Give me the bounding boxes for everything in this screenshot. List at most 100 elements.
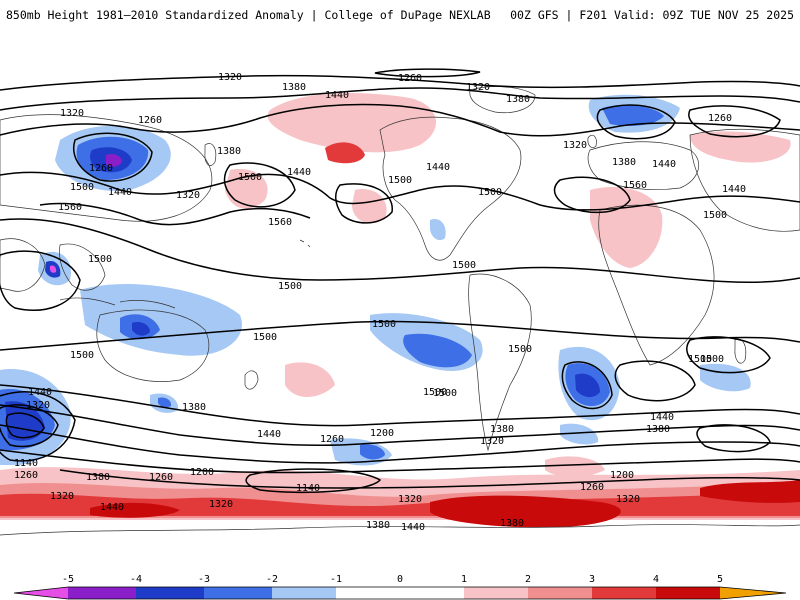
contour-1500-closed-pac2 — [335, 183, 393, 224]
contour-label: 1500 — [372, 319, 396, 330]
contour-1260-arctic — [374, 68, 481, 78]
contour-label: 1320 — [176, 190, 200, 201]
contour-label: 1320 — [60, 108, 84, 119]
colorbar-tick: 2 — [525, 574, 531, 585]
contour-label: 1560 — [268, 217, 292, 228]
coast-indonesia — [59, 297, 176, 309]
contour-1380-north — [0, 87, 800, 111]
pos1-south-pacific — [285, 362, 335, 398]
coast-south-america — [468, 273, 532, 452]
contour-label: 1440 — [257, 429, 281, 440]
contour-1260-closed-sw — [0, 391, 76, 462]
contour-label: 1320 — [466, 82, 490, 93]
colorbar-swatch-zero — [336, 587, 464, 599]
contour-label: 1320 — [480, 436, 504, 447]
pos1-pacific-mid-2 — [352, 189, 387, 224]
contour-label: 1500 — [433, 388, 457, 399]
contour-label: 1140 — [296, 483, 320, 494]
colorbar-swatches — [14, 587, 786, 599]
contour-label: 1500 — [238, 172, 262, 183]
contour-1260-south — [0, 449, 800, 474]
contour-label: 1260 — [320, 434, 344, 445]
height-contours — [0, 68, 800, 494]
contour-label-layer: 1320 1260 1380 1440 1260 1320 1320 1380 … — [14, 72, 746, 533]
contour-label: 1260 — [138, 115, 162, 126]
pos3-alaska — [325, 142, 365, 164]
contour-label: 1260 — [708, 113, 732, 124]
coast-uk — [587, 134, 597, 148]
colorbar-swatch-pos3 — [592, 587, 656, 599]
contour-label: 1260 — [580, 482, 604, 493]
neg1-atlantic-s — [560, 423, 599, 445]
colorbar-tick: -2 — [266, 574, 278, 585]
contour-label: 1200 — [370, 428, 394, 439]
colorbar-tick: 3 — [589, 574, 595, 585]
contour-label: 1500 — [253, 332, 277, 343]
contour-label: 1500 — [388, 175, 412, 186]
contour-label: 1140 — [14, 458, 38, 469]
colorbar-tick: -5 — [62, 574, 74, 585]
contour-label: 1500 — [70, 182, 94, 193]
contour-label: 1320 — [398, 494, 422, 505]
contour-label: 1500 — [423, 387, 447, 398]
contour-label: 1500 — [703, 210, 727, 221]
contour-label: 1500 — [278, 281, 302, 292]
neg2-south-pacific — [403, 333, 472, 368]
contour-label: 1380 — [500, 518, 524, 529]
contour-label: 1380 — [506, 94, 530, 105]
contour-label: 1440 — [426, 162, 450, 173]
contour-1500-closed-ind — [0, 250, 81, 311]
contour-1500-trop — [0, 218, 800, 283]
contour-label: 1440 — [401, 522, 425, 533]
contour-1320-north — [0, 74, 800, 91]
colorbar-tick: 0 — [397, 574, 403, 585]
colorbar-tick: 1 — [461, 574, 467, 585]
pos4-south-blob — [430, 495, 621, 528]
colorbar-tick: -1 — [330, 574, 342, 585]
contour-label: 1440 — [722, 184, 746, 195]
contour-label: 1440 — [325, 90, 349, 101]
pos1-africa — [590, 187, 663, 268]
map-title: 850mb Height 1981–2010 Standardized Anom… — [6, 8, 491, 22]
coast-north-america — [379, 116, 522, 261]
contour-label: 1440 — [108, 187, 132, 198]
colorbar-swatch-pos2 — [528, 587, 592, 599]
contour-label: 1440 — [287, 167, 311, 178]
contour-label: 1500 — [508, 344, 532, 355]
contour-1560-closed-atl — [553, 176, 631, 214]
contour-1320-closed-ne2 — [688, 105, 781, 138]
neg1-gulf — [430, 219, 446, 241]
contour-1140-closed — [245, 468, 382, 494]
coast-japan — [204, 143, 217, 166]
model-valid-time: 00Z GFS | F201 Valid: 09Z TUE NOV 25 202… — [510, 8, 794, 22]
contour-1140-closed-sind — [696, 424, 771, 453]
contour-label: 1500 — [478, 187, 502, 198]
colorbar-tick: -4 — [130, 574, 142, 585]
colorbar-outline — [13, 586, 787, 600]
coast-asia-east — [689, 128, 800, 232]
contour-1320-closed-ne — [596, 104, 676, 140]
colorbar-swatch-neg1 — [272, 587, 336, 599]
contour-label: 1380 — [217, 146, 241, 157]
contour-label: 1200 — [190, 467, 214, 478]
contour-1200-south — [59, 469, 800, 489]
contour-label: 1200 — [610, 470, 634, 481]
contour-label: 1260 — [398, 73, 422, 84]
contour-1380-south — [0, 404, 800, 447]
header: 850mb Height 1981–2010 Standardized Anom… — [0, 0, 800, 30]
colorbar-swatch-pos1 — [464, 587, 528, 599]
contour-label: 1380 — [182, 402, 206, 413]
contour-label: 1500 — [688, 354, 712, 365]
coast-hawaii — [299, 239, 311, 248]
contour-label: 1380 — [646, 424, 670, 435]
neg3-south-atl — [575, 373, 600, 398]
contour-1500-closed-pac — [223, 162, 296, 208]
coast-australia — [96, 309, 210, 382]
neg5-tropical-indian — [50, 265, 57, 273]
neg2-south-ind — [360, 444, 385, 460]
contour-label: 1260 — [149, 472, 173, 483]
contour-label: 1500 — [452, 260, 476, 271]
contour-label: 1560 — [623, 180, 647, 191]
coast-india — [0, 238, 46, 292]
contour-1560-mid — [39, 202, 311, 226]
